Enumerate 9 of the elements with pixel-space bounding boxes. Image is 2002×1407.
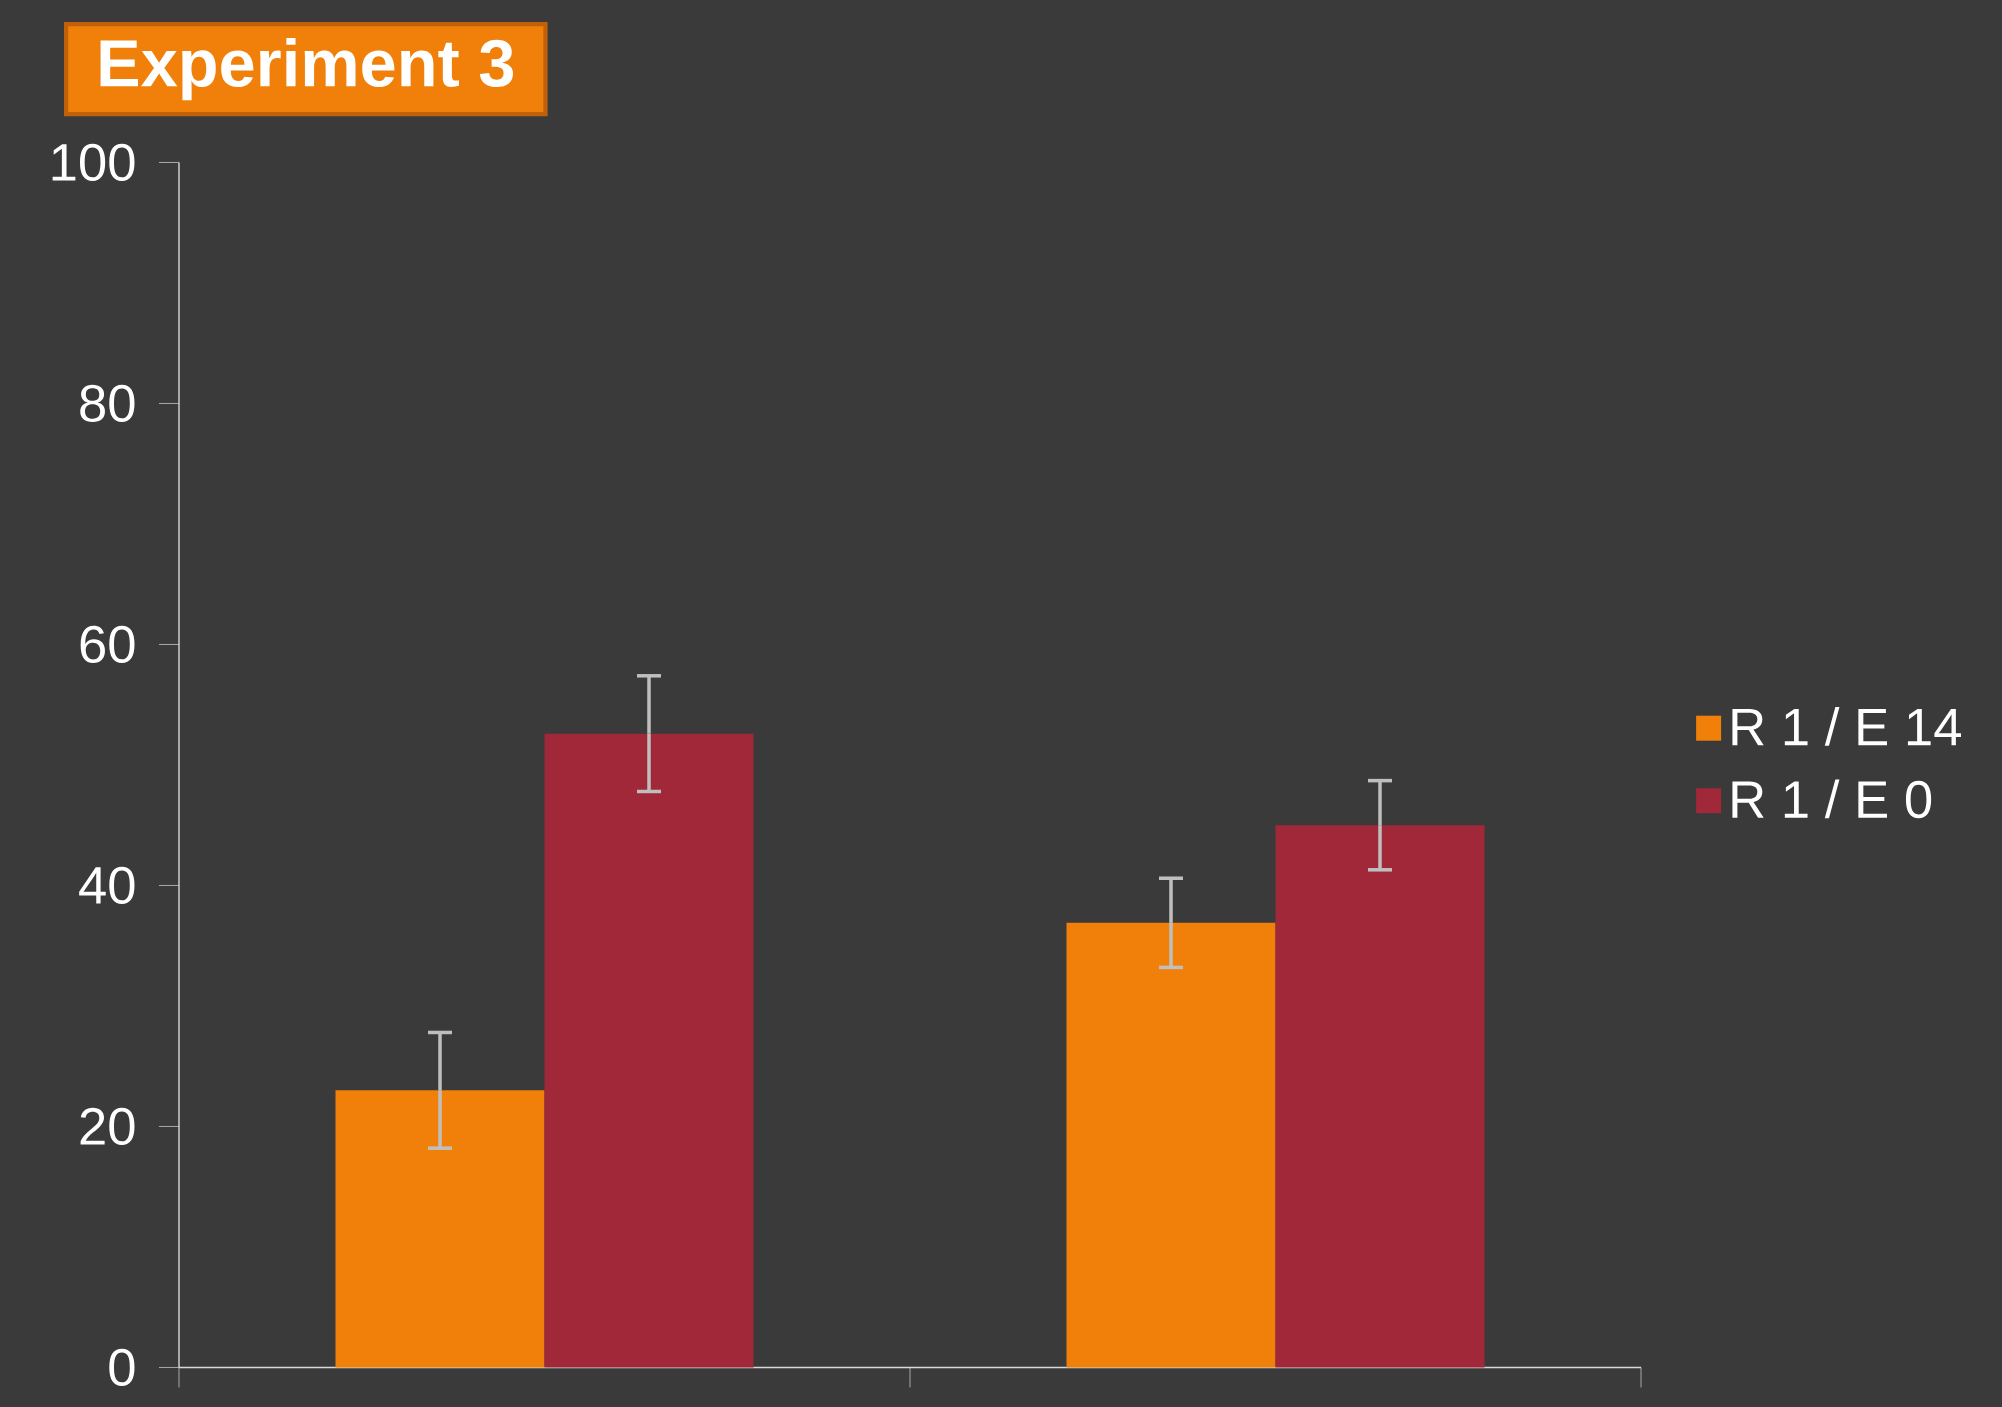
- y-tick-label: 0: [109, 1348, 135, 1387]
- y-tick-label: 100: [52, 143, 135, 182]
- y-tick-label: 60: [80, 625, 135, 664]
- y-tick-label: 20: [80, 1107, 135, 1146]
- y-tick-label: 80: [80, 384, 135, 423]
- legend-label: R 1 / E 14: [1732, 706, 1961, 746]
- chart-title: Experiment 3: [100, 37, 513, 101]
- y-tick-label: 40: [79, 866, 135, 905]
- legend-label: R 1 / E 0: [1732, 779, 1932, 819]
